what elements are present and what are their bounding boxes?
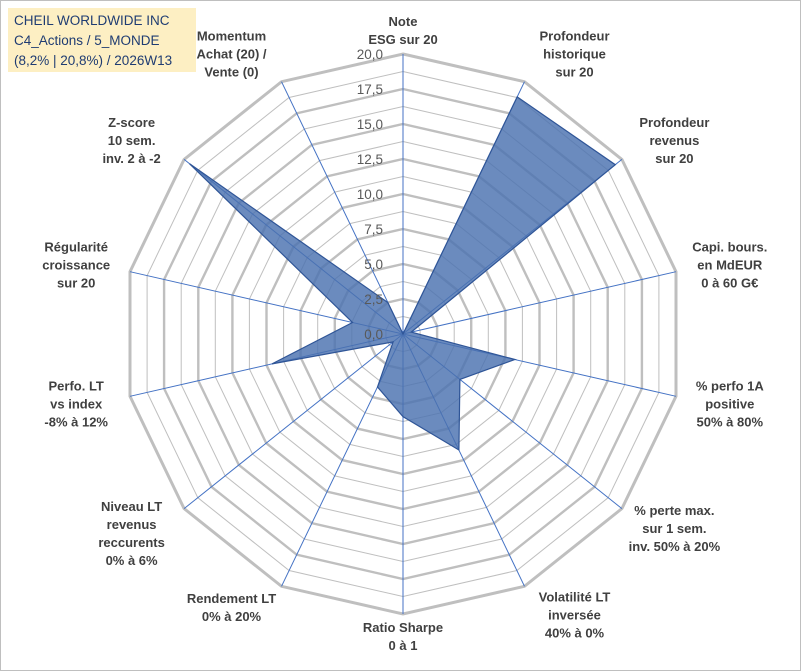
axis-label: Capi. bours. en MdEUR 0 à 60 G€	[692, 240, 767, 291]
chart-title-box: CHEIL WORLDWIDE INC C4_Actions / 5_MONDE…	[8, 8, 196, 72]
axis-label: Rendement LT 0% à 20%	[187, 591, 276, 624]
axis-label: Ratio Sharpe 0 à 1	[363, 620, 443, 653]
tick-label: 5,0	[364, 257, 383, 272]
tick-label: 12,5	[357, 152, 383, 167]
axis-label: % perte max. sur 1 sem. inv. 50% à 20%	[629, 503, 721, 554]
radar-spoke	[402, 271, 677, 335]
chart-subtitle-category: C4_Actions / 5_MONDE	[14, 33, 160, 48]
axis-label: Note ESG sur 20	[368, 14, 437, 47]
axis-label: Profondeur historique sur 20	[539, 29, 609, 80]
series-area	[189, 96, 617, 452]
chart-title: CHEIL WORLDWIDE INC	[14, 13, 170, 28]
axis-label: Profondeur revenus sur 20	[639, 115, 709, 166]
tick-label: 0,0	[364, 327, 383, 342]
tick-label: 15,0	[357, 117, 383, 132]
axis-label: Perfo. LT vs index -8% à 12%	[44, 378, 108, 429]
tick-label: 17,5	[357, 82, 383, 97]
axis-label: Momentum Achat (20) / Vente (0)	[196, 29, 266, 80]
radar-spoke	[281, 81, 404, 335]
chart-subtitle-period: (8,2% | 20,8%) / 2026W13	[14, 53, 173, 68]
axis-label: Volatilité LT inversée 40% à 0%	[539, 590, 611, 641]
axis-label: % perfo 1A positive 50% à 80%	[696, 378, 765, 429]
radar-tick-labels: 0,0 2,5 5,0 7,5 10,0 12,5 15,0 17,5 20,0	[357, 47, 383, 342]
tick-label: 2,5	[364, 292, 383, 307]
tick-label: 10,0	[357, 187, 383, 202]
axis-label: Z-score 10 sem. inv. 2 à -2	[102, 115, 160, 166]
axis-label: Régularité croissance sur 20	[42, 240, 110, 291]
axis-label: Niveau LT revenus reccurents 0% à 6%	[98, 499, 164, 568]
radar-series	[189, 96, 617, 452]
tick-label: 7,5	[364, 222, 383, 237]
tick-label: 20,0	[357, 47, 383, 62]
radar-axis-labels: Note ESG sur 20 Profondeur historique sur 20…	[42, 14, 767, 653]
radar-spoke	[183, 333, 404, 509]
